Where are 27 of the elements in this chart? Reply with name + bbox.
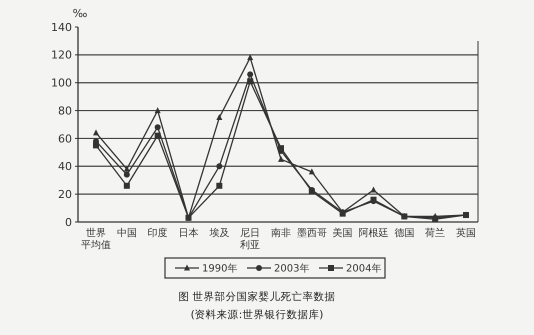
y-tick-label: 120 [51, 48, 72, 62]
x-tick-label: 印度 [148, 227, 168, 239]
x-tick-label: 美国 [332, 227, 353, 239]
x-tick-label: 尼日利亚 [240, 228, 260, 251]
y-tick-label: 20 [58, 188, 72, 201]
y-tick-label: 80 [58, 104, 72, 118]
y-tick-label: 40 [58, 160, 72, 174]
x-tick-label: 墨西哥 [296, 228, 327, 239]
text: (资料来源:世界银行数据库) [190, 308, 324, 321]
x-tick-label: 埃及 [208, 227, 230, 239]
x-tick-label: 日本 [178, 227, 198, 239]
y-tick-label: 140 [51, 20, 72, 34]
x-tick-label: 世界平均值 [81, 227, 111, 251]
legend-label: 2004年 [346, 262, 382, 274]
text: 图 世界部分国家婴儿死亡率数据 [178, 290, 336, 303]
legend-label: 2003年 [274, 262, 310, 274]
x-tick-label: 德国 [394, 228, 414, 239]
y-tick-label: 0 [65, 216, 72, 229]
y-axis-title: ‰ [72, 7, 88, 20]
x-tick-label: 中国 [116, 227, 137, 239]
legend-label: 1990年 [202, 262, 238, 274]
x-tick-label: 南非 [271, 227, 291, 239]
y-tick-label: 100 [51, 76, 72, 90]
x-tick-label: 阿根廷 [358, 227, 388, 239]
y-tick-label: 60 [58, 132, 72, 146]
x-tick-label: 荷兰 [425, 227, 446, 239]
x-tick-label: 英国 [456, 227, 476, 239]
